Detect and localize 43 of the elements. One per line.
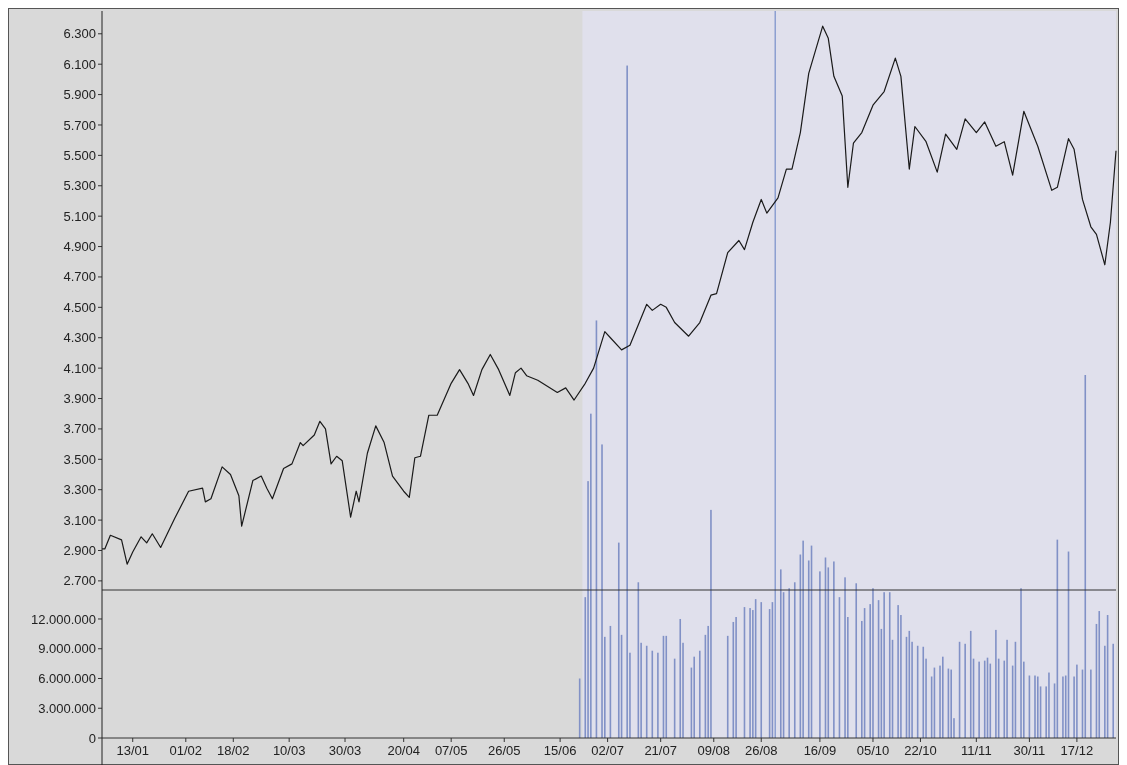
x-tick-label: 30/03 [328, 743, 362, 758]
y-tick-label: 4.500 [63, 299, 96, 315]
x-tick-label: 15/06 [543, 743, 577, 758]
y-tick-label: 3.000.000 [38, 700, 96, 716]
x-tick-label: 20/04 [387, 743, 420, 758]
y-tick-label: 4.100 [63, 360, 96, 376]
y-tick-label: 3.900 [63, 391, 96, 407]
y-tick-label: 5.700 [63, 117, 96, 133]
y-tick-label: 0 [88, 730, 96, 746]
x-tick-label: 07/05 [434, 743, 468, 758]
x-tick-label: 22/10 [904, 743, 937, 758]
y-tick-label: 12.000.000 [30, 611, 96, 627]
y-tick-label: 4.300 [63, 330, 96, 346]
y-tick-label: 6.100 [63, 56, 96, 72]
y-tick-label: 3.100 [63, 512, 96, 528]
y-tick-label: 5.100 [63, 208, 96, 224]
x-tick-label: 09/08 [697, 743, 731, 758]
y-tick-label: 4.700 [63, 269, 96, 285]
x-tick-label: 26/08 [744, 743, 778, 758]
y-tick-label: 3.300 [63, 482, 96, 498]
y-tick-label: 5.500 [63, 147, 96, 163]
y-tick-label: 2.700 [63, 573, 96, 589]
x-tick-label: 30/11 [1013, 743, 1046, 758]
x-tick-label: 16/09 [803, 743, 837, 758]
x-tick-label: 18/02 [217, 743, 250, 758]
y-tick-label: 2.900 [63, 543, 96, 559]
x-tick-label: 17/12 [1060, 743, 1094, 758]
y-tick-label: 4.900 [63, 239, 96, 255]
x-tick-label: 21/07 [644, 743, 677, 758]
x-tick-label: 13/01 [116, 743, 149, 758]
x-tick-label: 11/11 [961, 743, 992, 758]
x-tick-label: 10/03 [272, 743, 306, 758]
y-tick-label: 6.000.000 [38, 671, 96, 687]
y-tick-label: 3.700 [63, 421, 96, 437]
y-tick-label: 5.900 [63, 87, 96, 103]
x-tick-label: 26/05 [487, 743, 521, 758]
x-tick-label: 05/10 [856, 743, 890, 758]
x-tick-label: 02/07 [591, 743, 624, 758]
y-tick-label: 6.300 [63, 26, 96, 42]
y-tick-label: 9.000.000 [38, 641, 96, 657]
y-tick-label: 3.500 [63, 451, 96, 467]
y-tick-label: 5.300 [63, 178, 96, 194]
x-tick-label: 01/02 [169, 743, 203, 758]
